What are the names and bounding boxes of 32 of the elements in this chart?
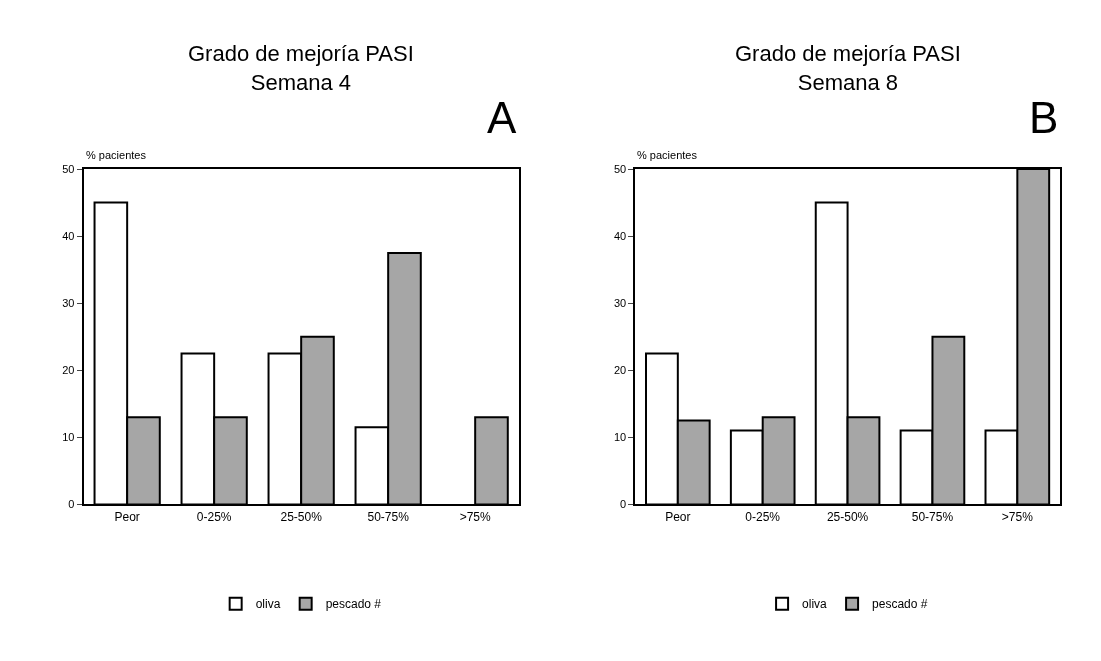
y-tick-label: 40	[613, 229, 627, 242]
x-tick-label: Peor	[665, 509, 691, 524]
legend-label: pescado #	[872, 597, 928, 612]
text: A	[487, 93, 517, 142]
y-tick-label: 10	[613, 431, 627, 444]
text: B	[1029, 93, 1059, 142]
x-tick-label: 50-75%	[367, 509, 410, 524]
x-tick-label: 0-25%	[745, 509, 781, 524]
x-tick-label: >75%	[1001, 509, 1034, 524]
y-axis-title: % pacientes	[637, 149, 698, 161]
y-tick-label: 50	[62, 162, 75, 175]
x-tick-label: 25-50%	[280, 509, 323, 524]
y-tick-label: 0	[620, 498, 627, 511]
legend-label: oliva	[255, 597, 281, 612]
y-tick-label: 0	[68, 498, 75, 511]
y-tick-label: 10	[62, 431, 75, 444]
y-tick-label: 20	[613, 364, 627, 377]
y-tick-label: 20	[62, 364, 75, 377]
y-axis-title: % pacientes	[86, 149, 147, 161]
x-tick-label: 50-75%	[911, 509, 954, 524]
chart-title: Grado de mejoría PASI Semana 4	[188, 41, 414, 95]
x-tick-label: Peor	[114, 509, 140, 524]
y-tick-label: 50	[613, 162, 627, 175]
x-tick-label: >75%	[459, 509, 492, 524]
x-tick-label: 25-50%	[826, 509, 869, 524]
legend-label: oliva	[802, 597, 828, 612]
legend-label: pescado #	[325, 597, 382, 612]
y-tick-label: 40	[62, 229, 75, 242]
y-tick-label: 30	[613, 297, 627, 310]
chart-title: Grado de mejoría PASI Semana 8	[735, 41, 961, 95]
x-tick-label: 0-25%	[196, 509, 232, 524]
y-tick-label: 30	[62, 297, 75, 310]
